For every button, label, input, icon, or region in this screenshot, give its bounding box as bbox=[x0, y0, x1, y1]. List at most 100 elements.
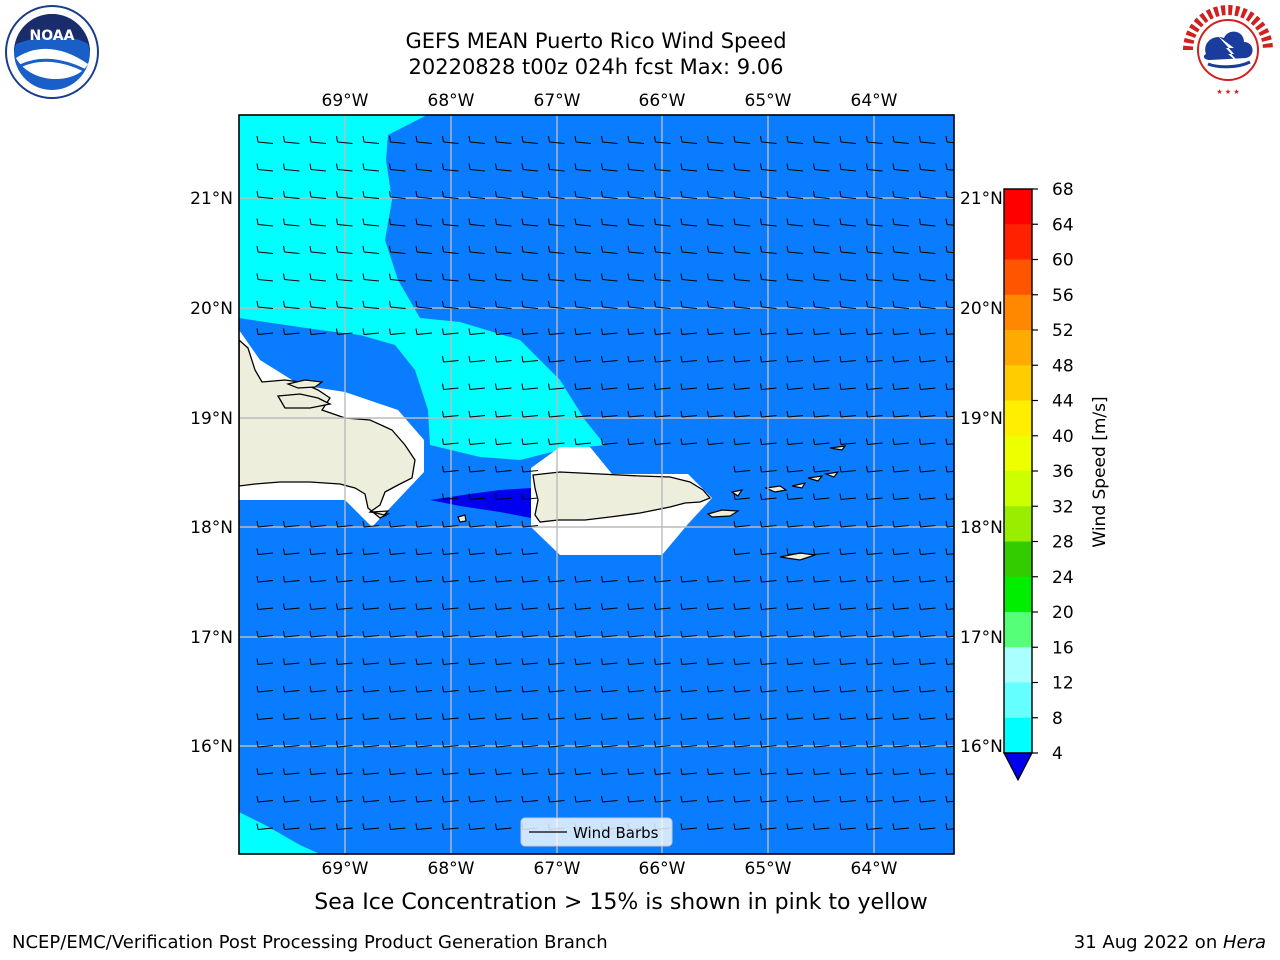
wind-barb bbox=[813, 135, 830, 144]
wind-barb bbox=[442, 245, 459, 254]
wind-barb bbox=[548, 135, 565, 144]
wind-barb bbox=[362, 630, 380, 638]
wind-barb bbox=[786, 603, 804, 610]
colorbar-tick-label: 8 bbox=[1052, 709, 1063, 729]
wind-barb bbox=[627, 630, 645, 638]
wind-barb bbox=[574, 713, 592, 720]
wind-barb bbox=[574, 438, 592, 445]
wind-barb bbox=[733, 630, 751, 638]
wind-barb bbox=[760, 575, 777, 583]
wind-barb bbox=[336, 795, 353, 803]
wind-barb bbox=[362, 300, 380, 309]
wind-barb bbox=[839, 685, 857, 693]
wind-barb bbox=[760, 218, 777, 227]
wind-barb bbox=[574, 355, 592, 363]
wind-barb bbox=[866, 328, 883, 335]
wind-barb bbox=[495, 520, 512, 528]
wind-barb bbox=[866, 355, 883, 363]
wind-barb bbox=[495, 713, 512, 720]
colorbar-segment bbox=[1004, 471, 1032, 507]
wind-barb bbox=[521, 218, 539, 227]
wind-barb bbox=[495, 328, 512, 335]
wind-barb bbox=[919, 273, 936, 282]
wind-barb bbox=[495, 575, 512, 583]
footer-date-text: 31 Aug 2022 on bbox=[1073, 932, 1223, 953]
wind-barb bbox=[574, 163, 592, 172]
map-frame bbox=[238, 114, 955, 855]
wind-barb bbox=[786, 245, 804, 254]
wind-barb bbox=[680, 135, 698, 144]
wind-barb bbox=[733, 218, 751, 227]
wind-barb bbox=[548, 575, 565, 583]
wind-barb bbox=[574, 328, 592, 335]
wind-barb bbox=[892, 163, 910, 172]
wind-barb bbox=[415, 520, 433, 528]
wind-barb bbox=[760, 630, 777, 638]
wind-barb bbox=[521, 355, 539, 363]
wind-barb bbox=[495, 355, 512, 363]
wind-barb bbox=[256, 658, 274, 665]
wind-barb bbox=[389, 273, 406, 282]
wind-barb bbox=[866, 218, 883, 227]
wind-barb bbox=[415, 713, 433, 720]
wind-barb bbox=[892, 603, 910, 610]
wind-barb bbox=[283, 520, 300, 528]
wind-barb bbox=[919, 823, 936, 830]
wind-barb bbox=[919, 575, 936, 583]
lon-label: 65°W bbox=[745, 859, 792, 879]
wind-barb bbox=[468, 328, 486, 335]
wind-barb bbox=[813, 493, 830, 500]
wind-barb bbox=[548, 163, 565, 172]
wind-barb bbox=[813, 328, 830, 335]
wind-barb bbox=[601, 768, 618, 775]
wind-barb bbox=[468, 465, 486, 473]
wind-barb bbox=[760, 383, 777, 390]
wind-barb bbox=[839, 300, 857, 309]
wind-barb bbox=[521, 328, 539, 335]
wind-barb bbox=[495, 603, 512, 610]
wind-barb bbox=[680, 740, 698, 748]
wind-barb bbox=[442, 548, 459, 555]
wind-barb bbox=[866, 548, 883, 555]
wind-barb bbox=[495, 465, 512, 473]
wind-barb bbox=[389, 300, 406, 309]
wind-barb bbox=[521, 493, 539, 500]
wind-barb bbox=[495, 438, 512, 445]
wind-barb bbox=[866, 685, 883, 693]
wind-barb bbox=[680, 575, 698, 583]
wind-barb bbox=[521, 630, 539, 638]
wind-barb bbox=[786, 823, 804, 830]
wind-barb bbox=[760, 135, 777, 144]
wind-barb bbox=[548, 603, 565, 610]
wind-barb bbox=[468, 768, 486, 775]
wind-barb bbox=[760, 685, 777, 693]
wind-barb bbox=[866, 658, 883, 665]
wind-barb bbox=[786, 135, 804, 144]
wind-barb bbox=[654, 630, 671, 638]
wind-barb bbox=[548, 685, 565, 693]
wind-barb bbox=[521, 300, 539, 309]
wind-barb bbox=[760, 465, 777, 473]
wind-barb bbox=[892, 575, 910, 583]
wind-barb bbox=[786, 658, 804, 665]
wind-barb bbox=[389, 740, 406, 748]
wind-barb bbox=[574, 383, 592, 390]
colorbar-tick-label: 48 bbox=[1052, 356, 1074, 376]
footer-host: Hera bbox=[1222, 932, 1266, 953]
wind-barb bbox=[813, 190, 830, 199]
wind-barb bbox=[919, 713, 936, 720]
wind-barb bbox=[283, 823, 300, 830]
wind-barb bbox=[760, 713, 777, 720]
wind-barb bbox=[733, 410, 751, 418]
wind-barb bbox=[945, 658, 954, 665]
wind-barb bbox=[654, 218, 671, 227]
colorbar-segment bbox=[1004, 224, 1032, 260]
wind-barb bbox=[362, 685, 380, 693]
wind-barb bbox=[309, 630, 327, 638]
wind-barb bbox=[521, 273, 539, 282]
wind-barb bbox=[521, 465, 539, 473]
wind-barb bbox=[309, 658, 327, 665]
wind-barb bbox=[415, 630, 433, 638]
wind-barb bbox=[442, 795, 459, 803]
colorbar-tick-label: 16 bbox=[1052, 638, 1074, 658]
